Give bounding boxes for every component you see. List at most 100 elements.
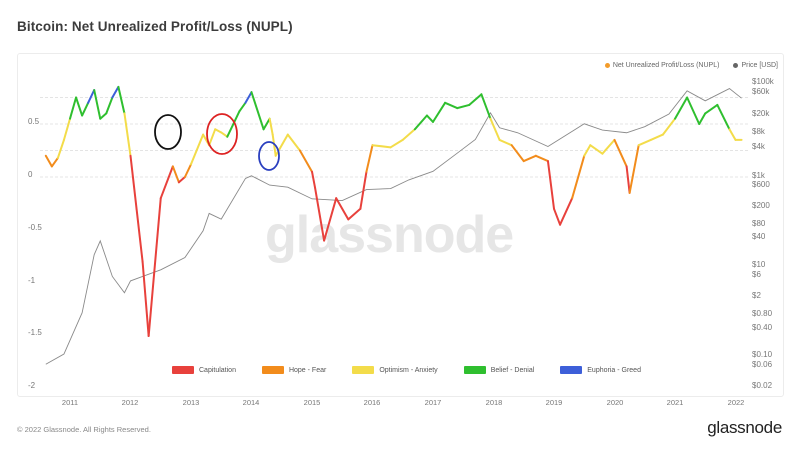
nupl-segment — [649, 133, 664, 141]
optimism-anxiety-swatch-icon — [352, 366, 375, 374]
annotation-circle — [206, 113, 238, 155]
nupl-segment — [444, 101, 459, 110]
nupl-segment — [498, 138, 513, 147]
nupl-segment — [129, 154, 138, 210]
nupl-segment — [359, 170, 368, 210]
nupl-segment — [432, 101, 447, 123]
nupl-segment — [311, 170, 317, 189]
nupl-segment — [75, 96, 84, 117]
legend-label: Euphoria - Greed — [587, 366, 641, 374]
y-tick-left: -1 — [28, 276, 36, 285]
nupl-segment — [69, 96, 78, 120]
nupl-segment — [546, 160, 555, 210]
legend-item-capitulation[interactable]: Capitulation — [172, 366, 236, 374]
legend-label: Capitulation — [199, 366, 236, 374]
nupl-segment — [111, 85, 120, 99]
x-tick: 2021 — [666, 398, 684, 407]
y-tick-right: $80 — [752, 219, 766, 228]
x-tick: 2013 — [182, 398, 200, 407]
y-tick-right: $10 — [752, 260, 766, 269]
y-tick-right: $200 — [752, 201, 770, 210]
nupl-segment — [686, 96, 701, 125]
legend-item-belief-denial[interactable]: Belief - Denial — [463, 366, 534, 374]
nupl-segment — [44, 154, 53, 168]
y-tick-right: $600 — [752, 180, 770, 189]
nupl-dot-icon — [604, 63, 610, 68]
y-tick-left: -2 — [28, 381, 36, 390]
nupl-segment — [298, 149, 313, 173]
nupl-segment — [704, 103, 719, 115]
y-tick-right: $0.06 — [752, 360, 773, 369]
y-tick-right: $2 — [752, 291, 761, 300]
x-tick: 2016 — [363, 398, 381, 407]
nupl-segment — [489, 117, 501, 141]
legend-label: Net Unrealized Profit/Loss (NUPL) — [612, 62, 720, 69]
x-tick: 2011 — [61, 398, 79, 407]
nupl-segment — [159, 165, 174, 200]
nupl-segment — [389, 138, 404, 149]
brand-logo: glassnode — [707, 418, 782, 437]
nupl-segment — [141, 260, 150, 337]
nupl-segment — [214, 128, 223, 134]
nupl-segment — [262, 117, 271, 131]
nupl-segment — [480, 93, 492, 120]
annotation-circle — [154, 114, 182, 150]
nupl-segment — [50, 156, 59, 168]
y-tick-left: 0 — [28, 170, 33, 179]
nupl-segment — [56, 138, 65, 159]
nupl-segment — [226, 110, 241, 138]
nupl-segment — [274, 133, 289, 157]
nupl-segment — [559, 197, 574, 226]
nupl-segment — [171, 165, 180, 184]
y-tick-left: 0.5 — [28, 117, 40, 126]
nupl-segment — [613, 138, 628, 168]
nupl-segment — [93, 89, 102, 120]
y-tick-right: $0.80 — [752, 309, 773, 318]
price-line — [45, 88, 742, 365]
legend-item-price[interactable]: Price [USD] — [733, 62, 778, 69]
nupl-segment — [177, 176, 186, 184]
y-tick-right: $20k — [752, 109, 770, 118]
nupl-segment — [571, 154, 586, 200]
chart-title: Bitcoin: Net Unrealized Profit/Loss (NUP… — [17, 19, 293, 34]
euphoria-greed-swatch-icon — [560, 366, 583, 374]
y-tick-right: $40 — [752, 232, 766, 241]
legend-item-hope-fear[interactable]: Hope - Fear — [261, 366, 326, 374]
y-tick-left: -1.5 — [28, 328, 42, 337]
nupl-segment — [583, 144, 592, 157]
nupl-segment — [716, 103, 731, 131]
legend-item-euphoria-greed[interactable]: Euphoria - Greed — [560, 366, 641, 374]
copyright-footer: © 2022 Glassnode. All Rights Reserved. — [17, 425, 151, 434]
nupl-segment — [589, 144, 604, 155]
nupl-segment — [401, 128, 416, 141]
nupl-segment — [250, 91, 265, 131]
top-legend: Net Unrealized Profit/Loss (NUPL) Price … — [604, 62, 778, 69]
nupl-segment — [468, 93, 483, 106]
x-tick: 2018 — [485, 398, 503, 407]
nupl-segment — [674, 96, 689, 120]
x-tick: 2017 — [424, 398, 442, 407]
nupl-segment — [99, 112, 108, 120]
nupl-segment — [425, 114, 434, 123]
nupl-segment — [220, 131, 229, 138]
nupl-segment — [105, 96, 114, 115]
y-tick-right: $8k — [752, 127, 765, 136]
nupl-segment — [347, 207, 362, 221]
x-tick: 2019 — [545, 398, 563, 407]
y-tick-right: $1k — [752, 171, 765, 180]
y-tick-right: $60k — [752, 87, 770, 96]
legend-item-optimism-anxiety[interactable]: Optimism - Anxiety — [352, 366, 438, 374]
x-tick: 2020 — [606, 398, 624, 407]
y-tick-right: $0.10 — [752, 350, 773, 359]
nupl-segment — [244, 91, 253, 104]
nupl-segment — [510, 144, 525, 163]
nupl-segment — [628, 144, 640, 194]
nupl-segment — [553, 207, 562, 226]
nupl-segment — [335, 197, 350, 221]
y-tick-right: $100k — [752, 77, 774, 86]
legend-item-nupl[interactable]: Net Unrealized Profit/Loss (NUPL) — [604, 62, 720, 69]
x-tick: 2012 — [121, 398, 139, 407]
nupl-segment — [87, 89, 96, 104]
nupl-segment — [147, 197, 162, 337]
